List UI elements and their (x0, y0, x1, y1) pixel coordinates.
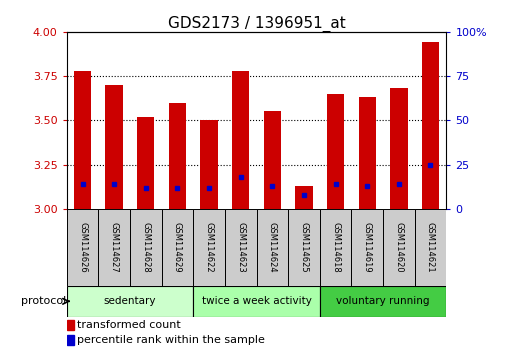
Text: transformed count: transformed count (77, 320, 181, 330)
Bar (415, 209, 446, 286)
Bar (320, 286, 446, 316)
Text: GSM114627: GSM114627 (110, 222, 119, 273)
Bar (137, 117, 154, 209)
Bar (193, 209, 225, 286)
Bar (130, 209, 162, 286)
Bar (288, 209, 320, 286)
Bar (74, 71, 91, 209)
Title: GDS2173 / 1396951_at: GDS2173 / 1396951_at (168, 16, 345, 32)
Text: GSM114628: GSM114628 (141, 222, 150, 273)
Bar (67, 320, 73, 330)
Bar (264, 112, 281, 209)
Text: GSM114620: GSM114620 (394, 222, 403, 273)
Bar (320, 209, 351, 286)
Text: voluntary running: voluntary running (337, 296, 430, 306)
Bar (390, 88, 407, 209)
Bar (162, 209, 193, 286)
Bar (169, 103, 186, 209)
Bar (295, 186, 312, 209)
Bar (327, 94, 344, 209)
Bar (67, 209, 98, 286)
Text: twice a week activity: twice a week activity (202, 296, 311, 306)
Bar (383, 209, 415, 286)
Text: GSM114629: GSM114629 (173, 222, 182, 273)
Text: percentile rank within the sample: percentile rank within the sample (77, 335, 265, 345)
Text: GSM114618: GSM114618 (331, 222, 340, 273)
Bar (106, 85, 123, 209)
Text: GSM114626: GSM114626 (78, 222, 87, 273)
Bar (193, 286, 320, 316)
Text: GSM114622: GSM114622 (205, 222, 213, 273)
Text: protocol: protocol (21, 296, 66, 306)
Bar (98, 209, 130, 286)
Text: GSM114623: GSM114623 (236, 222, 245, 273)
Text: GSM114624: GSM114624 (268, 222, 277, 273)
Bar (422, 42, 439, 209)
Bar (67, 286, 193, 316)
Bar (225, 209, 256, 286)
Text: sedentary: sedentary (104, 296, 156, 306)
Bar (256, 209, 288, 286)
Text: GSM114619: GSM114619 (363, 222, 372, 273)
Bar (359, 97, 376, 209)
Bar (67, 335, 73, 346)
Bar (232, 71, 249, 209)
Bar (201, 120, 218, 209)
Bar (351, 209, 383, 286)
Text: GSM114625: GSM114625 (300, 222, 308, 273)
Text: GSM114621: GSM114621 (426, 222, 435, 273)
